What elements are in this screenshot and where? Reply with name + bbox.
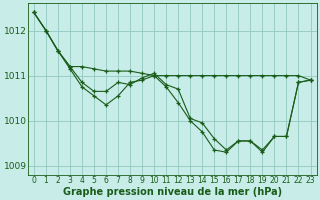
- X-axis label: Graphe pression niveau de la mer (hPa): Graphe pression niveau de la mer (hPa): [63, 187, 282, 197]
